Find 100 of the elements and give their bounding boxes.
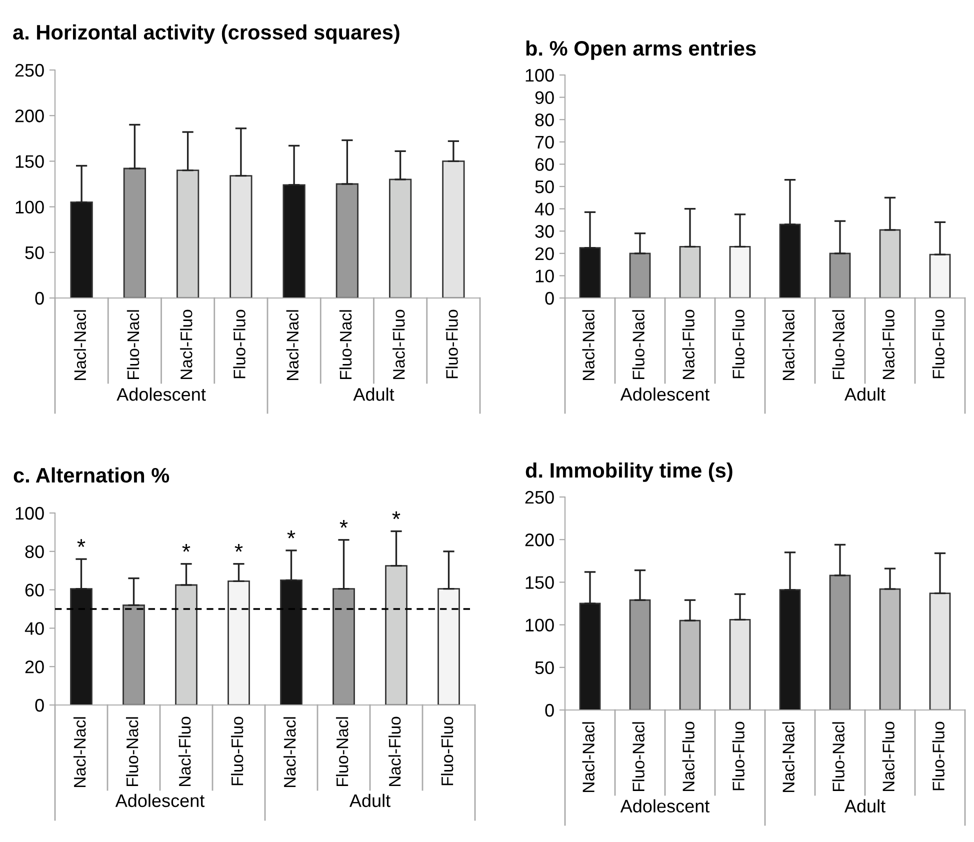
y-tick-label: 0 [35,292,44,305]
y-tick-label: 60 [25,584,44,597]
x-tick-label: Nacl-Fluo [180,310,192,380]
x-tick-label: Fluo-Fluo [446,310,458,378]
x-tick-label: Fluo-Fluo [732,310,744,378]
bar [929,592,951,710]
x-tick-label: Fluo-Nacl [832,722,844,792]
x-tick-label: Fluo-Fluo [230,716,244,786]
bar [629,252,651,298]
x-tick-label: Nacl-Nacl [286,310,299,380]
bar [929,254,951,298]
bar [829,252,851,298]
x-tick-label: Nacl-Nacl [782,310,794,380]
x-tick-label: Nacl-Fluo [882,310,894,380]
bar [176,170,200,298]
y-tick-label: 50 [25,246,44,260]
x-tick-label: Nacl-Fluo [178,716,191,786]
data-label: * [182,544,190,552]
chart-title: b. % Open arms entries [526,40,756,60]
bar [388,178,412,298]
x-tick-label: Fluo-Nacl [832,310,844,380]
x-tick-label: Fluo-Fluo [732,722,744,790]
y-tick-label: 60 [535,158,554,171]
y-tick-label: 0 [35,698,44,712]
x-tick-label: Fluo-Nacl [632,310,644,380]
bar [579,602,601,710]
y-tick-label: 20 [535,247,554,260]
x-tick-label: Fluo-Nacl [126,310,140,380]
y-tick-label: 250 [15,64,44,77]
y-tick-label: 80 [535,114,554,126]
bar [879,588,901,710]
x-tick-label: Nacl-Fluo [682,310,694,380]
x-tick-label: Fluo-Nacl [339,310,352,380]
text: Adolescent [620,799,710,813]
text: Adult [844,799,886,813]
text: Adolescent [115,794,205,808]
chart-title: d. Immobility time (s) [526,462,732,482]
bar [230,175,252,298]
y-tick-label: 40 [24,622,44,635]
y-tick-label: 200 [15,110,44,122]
chart-title: a. Horizontal activity (crossed squares) [13,24,400,44]
text: Adolescent [620,387,710,401]
y-tick-label: 150 [526,576,554,589]
y-tick-label: 200 [525,534,554,546]
x-tick-label: Nacl-Nacl [283,717,296,787]
y-tick-label: 30 [535,225,554,238]
bar [442,160,465,298]
x-tick-label: Fluo-Fluo [932,722,944,790]
bar [332,588,355,705]
bar [336,183,359,298]
chart-title: c. Alternation % [14,467,170,483]
text: Adolescent [116,388,206,401]
x-tick-label: Fluo-Fluo [932,310,944,378]
x-tick-label: Fluo-Nacl [126,717,138,786]
x-tick-label: Nacl-Nacl [582,722,594,792]
text: Adult [844,387,886,401]
text: Adult [353,388,394,401]
bar [679,620,701,710]
x-tick-label: Fluo-Nacl [336,717,348,786]
x-tick-label: Fluo-Nacl [632,722,644,792]
y-tick-label: 100 [16,200,44,214]
y-tick-label: 10 [536,270,554,282]
y-tick-label: 50 [535,180,554,194]
bar [879,229,901,298]
bar [122,604,145,705]
text: Adult [349,794,390,808]
x-tick-label: Nacl-Fluo [882,722,894,792]
bar [123,168,146,298]
x-tick-label: Nacl-Nacl [74,310,86,380]
data-label: * [234,544,243,552]
y-tick-label: 20 [25,660,44,674]
x-tick-label: Nacl-Nacl [782,722,794,792]
y-tick-label: 100 [16,506,44,520]
y-tick-label: 0 [545,292,554,305]
y-tick-label: 80 [25,545,44,558]
bar [729,246,751,298]
bar [829,574,851,710]
y-tick-label: 90 [535,91,554,104]
y-tick-label: 100 [526,68,554,82]
x-tick-label: Nacl-Fluo [392,310,405,380]
x-tick-label: Nacl-Fluo [388,716,401,786]
x-tick-label: Nacl-Fluo [682,722,694,792]
bar [175,584,198,705]
bar [228,580,250,705]
data-label: * [287,530,296,538]
x-tick-label: Nacl-Nacl [73,717,86,787]
y-tick-label: 150 [16,155,44,168]
x-tick-label: Nacl-Nacl [582,310,594,380]
bar [385,565,408,705]
bar [679,246,701,298]
y-tick-label: 250 [525,490,554,504]
y-tick-label: 0 [545,704,554,717]
x-tick-label: Fluo-Fluo [440,716,454,786]
y-tick-label: 50 [535,661,554,674]
data-label: * [392,511,400,520]
bar [438,588,460,705]
data-label: * [77,539,86,547]
data-label: * [340,520,348,528]
bar [729,618,751,710]
bar [629,599,651,710]
